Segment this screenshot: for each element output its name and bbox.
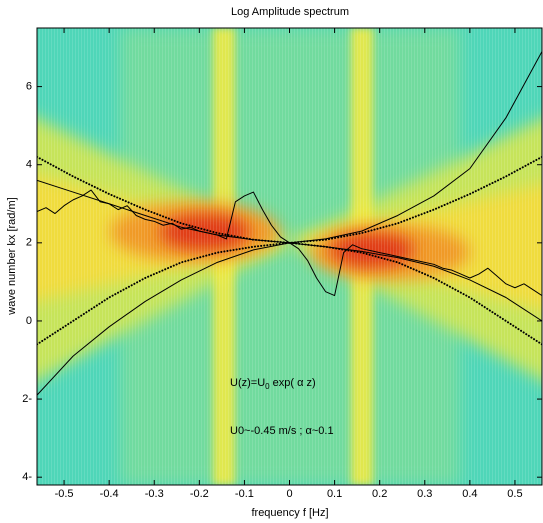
x-tick-label: 0.4 [462,488,477,500]
x-tick-label: 0.1 [327,488,342,500]
y-tick-label: 0 [26,315,32,327]
spectrum-image [37,28,542,485]
x-tick-label: -0.5 [55,488,74,500]
annotation: U0~-0.45 m/s ; α~0.1 [230,425,334,437]
x-tick-label: -0.3 [145,488,164,500]
x-tick-label: 0.2 [372,488,387,500]
y-tick-label: 4- [22,471,32,483]
heatmap-texture [37,28,542,485]
lines [37,51,542,396]
x-tick-label: 0.3 [417,488,432,500]
data-line [37,189,542,297]
x-axis-label: frequency f [Hz] [251,507,328,519]
y-tick-label: 4 [26,159,32,171]
y-tick-label: 2- [22,393,32,405]
annotation-subscript: 0 [265,382,270,391]
annotation-part: U(z)=U [230,377,265,389]
y-tick-label: 2 [26,237,32,249]
x-tick-label: -0.1 [235,488,254,500]
chart-title: Log Amplitude spectrum [231,6,349,18]
annotation: U(z)=U0 exp( α z) [230,377,316,391]
x-tick-label: 0 [286,488,292,500]
y-axis-label: wave number kx [rad/m] [6,197,18,315]
x-tick-label: -0.4 [100,488,119,500]
y-tick-label: 6 [26,80,32,92]
x-tick-label: 0.5 [507,488,522,500]
x-tick-label: -0.2 [190,488,209,500]
annotation-part: exp( α z) [270,377,316,389]
